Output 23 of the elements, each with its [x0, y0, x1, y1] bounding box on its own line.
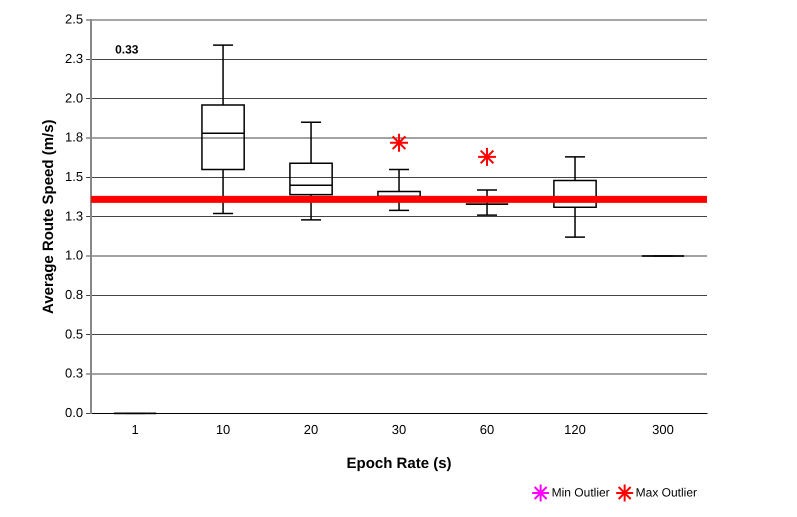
- x-tick-label: 300: [652, 422, 674, 437]
- x-tick-label: 60: [480, 422, 494, 437]
- annotation: 0.33: [115, 42, 139, 56]
- x-tick-label: 10: [216, 422, 230, 437]
- y-tick-label: 1.5: [64, 168, 84, 184]
- y-tick-label: 2.0: [64, 90, 84, 106]
- x-tick-label: 30: [392, 422, 406, 437]
- y-tick-label: 0.3: [64, 366, 84, 381]
- y-tick-label: 1.8: [64, 130, 84, 145]
- y-tick-label: 0.5: [64, 326, 84, 342]
- x-tick-label: 120: [564, 422, 586, 437]
- x-axis-title: Epoch Rate (s): [346, 455, 452, 472]
- y-tick-label: 1.3: [64, 208, 84, 224]
- y-tick-label: 2.5: [64, 12, 84, 27]
- y-tick-label: 1.0: [64, 248, 84, 263]
- legend-label: Max Outlier: [636, 485, 698, 500]
- legend-label: Min Outlier: [552, 485, 610, 500]
- y-tick-label: 2.3: [64, 50, 84, 66]
- x-tick-label: 20: [304, 422, 318, 437]
- y-tick-label: 0.8: [64, 286, 84, 302]
- y-axis-title: Average Route Speed (m/s): [40, 119, 58, 314]
- y-tick-label: 0.0: [64, 404, 84, 420]
- x-tick-label: 1: [131, 422, 139, 437]
